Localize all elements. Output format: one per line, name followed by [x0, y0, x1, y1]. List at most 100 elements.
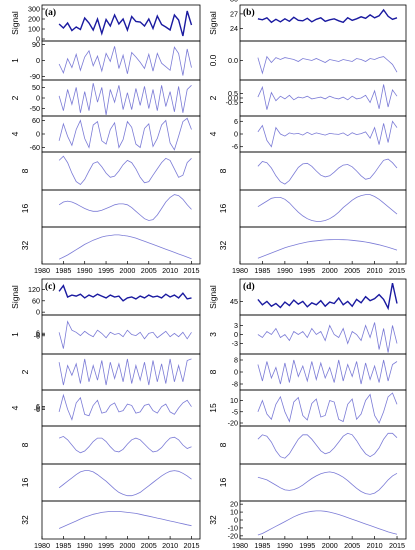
x-tick-label: 2005 — [344, 541, 360, 550]
y-tick-label: 0 — [234, 330, 238, 339]
y-tick-label: -8 — [232, 380, 238, 389]
series-line — [58, 194, 192, 221]
row-frame — [239, 189, 407, 228]
y-tick-label: 30 — [230, 0, 238, 4]
panel-2-row-1: 24 27 30 Signal — [208, 0, 407, 42]
series-line — [58, 83, 192, 115]
x-tick-label: 2015 — [183, 541, 199, 550]
series-line — [257, 120, 398, 148]
panel-2-row-4: -6 0 6 4 — [208, 115, 407, 153]
series-line — [257, 55, 398, 75]
row-label: Signal — [208, 11, 218, 35]
row-frame — [41, 389, 201, 427]
series-line — [58, 470, 192, 497]
series-line — [58, 117, 192, 151]
series-line — [257, 282, 398, 311]
row-frame — [239, 500, 407, 540]
y-tick-label: 60 — [32, 296, 40, 305]
y-tick-label: 0.0 — [228, 56, 238, 65]
panel-4-row-5: 8 — [218, 425, 407, 465]
panel-label: (b) — [243, 7, 255, 18]
row-label: 15 — [208, 403, 218, 413]
panel-4-row-6: 16 — [218, 463, 407, 502]
panel-2-row-3: -0.50.00.5 2 — [208, 79, 407, 117]
x-tick-label: 2010 — [162, 266, 178, 275]
row-label: 32 — [218, 241, 228, 251]
y-tick-label: 0 — [36, 330, 40, 339]
series-line — [257, 239, 398, 259]
x-tick-label: 1990 — [277, 266, 293, 275]
y-tick-label: 0 — [36, 308, 40, 317]
y-tick-label: 10 — [230, 508, 238, 517]
row-label: 8 — [20, 442, 30, 447]
x-tick-label: 1995 — [98, 541, 114, 550]
y-tick-label: 8 — [234, 356, 238, 365]
row-frame — [41, 500, 201, 540]
row-label: 0.0 — [208, 54, 218, 66]
y-tick-label: 10 — [230, 396, 238, 405]
y-tick-label: 45 — [230, 297, 238, 306]
y-tick-label: 0 — [234, 368, 238, 377]
row-label: Signal — [10, 11, 20, 35]
x-tick-label: 2000 — [119, 266, 135, 275]
x-tick-label: 2000 — [119, 541, 135, 550]
series-line — [58, 284, 192, 302]
y-tick-label: 0 — [36, 56, 40, 65]
y-tick-label: -3 — [232, 339, 238, 348]
x-tick-label: 1980 — [34, 266, 50, 275]
series-line — [257, 322, 398, 353]
x-tick-label: 1995 — [299, 266, 315, 275]
y-tick-label: -6 — [34, 331, 40, 340]
panel-3-row-6: 16 — [20, 463, 201, 502]
y-tick-label: 200 — [28, 15, 40, 24]
row-frame — [41, 226, 201, 265]
y-tick-label: -6 — [34, 405, 40, 414]
panel-3-row-7: 32 — [20, 500, 201, 540]
x-tick-label: 1985 — [254, 266, 270, 275]
x-tick-label: 1990 — [77, 266, 93, 275]
y-tick-label: 27 — [230, 9, 238, 18]
y-tick-label: 0.5 — [228, 89, 238, 98]
x-tick-label: 2010 — [162, 541, 178, 550]
series-line — [58, 46, 192, 76]
row-frame — [239, 425, 407, 465]
panel-2-row-5: 8 — [218, 151, 407, 191]
row-frame — [239, 463, 407, 502]
row-frame — [41, 115, 201, 153]
row-label: 16 — [218, 478, 228, 488]
y-tick-label: -6 — [232, 142, 238, 151]
row-frame — [239, 4, 407, 42]
x-tick-label: 2010 — [367, 266, 383, 275]
y-tick-label: -60 — [30, 143, 40, 152]
panel-2-row-7: 32 — [218, 226, 407, 265]
y-tick-label: 300 — [28, 5, 40, 14]
series-line — [257, 84, 398, 110]
y-tick-label: 24 — [230, 24, 238, 33]
series-line — [257, 471, 398, 495]
y-tick-label: 6 — [36, 402, 40, 411]
panel-4-row-4: -20 -5 10 15 — [208, 389, 407, 428]
series-line — [58, 320, 192, 349]
series-line — [257, 359, 398, 385]
series-line — [257, 158, 398, 185]
y-tick-label: -20 — [228, 419, 238, 428]
panel-3-row-1: 0 60 120 Signal — [10, 278, 201, 317]
series-line — [257, 194, 398, 222]
y-tick-label: 120 — [28, 285, 40, 294]
y-tick-label: -20 — [228, 531, 238, 540]
x-tick-label: 2000 — [322, 266, 338, 275]
row-label: 2 — [10, 95, 20, 100]
row-frame — [239, 226, 407, 265]
panel-2-row-6: 16 — [218, 189, 407, 228]
y-tick-label: 0 — [36, 35, 40, 44]
y-tick-label: -90 — [30, 72, 40, 81]
panel-3-row-2: -606 1 — [10, 314, 201, 355]
panel-1-row-2: -90 0 90 1 — [10, 40, 201, 81]
row-label: 4 — [208, 131, 218, 136]
y-tick-label: 60 — [32, 116, 40, 125]
y-tick-label: 0 — [234, 130, 238, 139]
row-label: 3 — [208, 332, 218, 337]
panel-1: 0100200300Signal-900901-500502-600604816… — [10, 5, 201, 275]
row-label: 2 — [20, 369, 30, 374]
